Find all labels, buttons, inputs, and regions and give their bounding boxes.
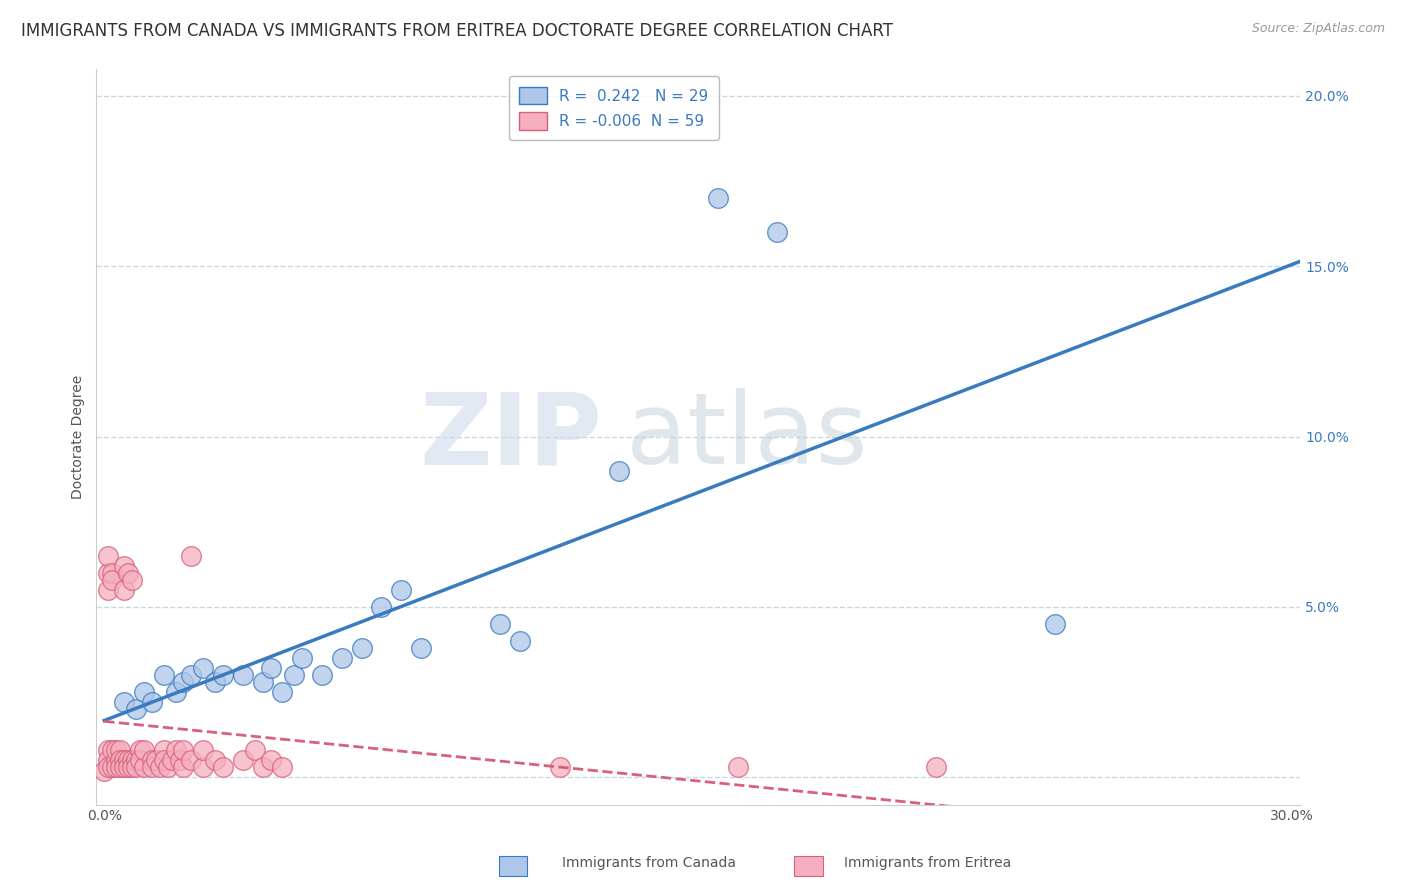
Y-axis label: Doctorate Degree: Doctorate Degree bbox=[72, 375, 86, 499]
Point bbox=[271, 685, 294, 699]
Point bbox=[101, 760, 124, 774]
Point bbox=[311, 668, 333, 682]
Point bbox=[180, 668, 202, 682]
Point bbox=[121, 573, 143, 587]
Point bbox=[172, 760, 194, 774]
Point bbox=[232, 753, 254, 767]
Point bbox=[101, 743, 124, 757]
Point bbox=[607, 464, 630, 478]
Point bbox=[180, 753, 202, 767]
Point bbox=[389, 582, 412, 597]
Point bbox=[160, 753, 183, 767]
Point bbox=[121, 760, 143, 774]
Point bbox=[165, 743, 187, 757]
Point bbox=[204, 675, 226, 690]
Point bbox=[97, 566, 120, 580]
Point bbox=[93, 764, 115, 778]
Text: ZIP: ZIP bbox=[419, 388, 602, 485]
Point bbox=[259, 753, 281, 767]
Text: Immigrants from Eritrea: Immigrants from Eritrea bbox=[844, 856, 1011, 870]
Point bbox=[108, 760, 131, 774]
Point bbox=[132, 743, 155, 757]
Point bbox=[925, 760, 948, 774]
Point bbox=[125, 760, 148, 774]
Point bbox=[330, 651, 353, 665]
Point bbox=[193, 743, 215, 757]
Point bbox=[117, 566, 139, 580]
Point bbox=[97, 760, 120, 774]
Point bbox=[350, 640, 373, 655]
Point bbox=[259, 661, 281, 675]
Point bbox=[252, 760, 274, 774]
Point bbox=[232, 668, 254, 682]
Point bbox=[117, 753, 139, 767]
Text: Source: ZipAtlas.com: Source: ZipAtlas.com bbox=[1251, 22, 1385, 36]
Legend: R =  0.242   N = 29, R = -0.006  N = 59: R = 0.242 N = 29, R = -0.006 N = 59 bbox=[509, 76, 718, 140]
Point bbox=[132, 760, 155, 774]
Point bbox=[169, 753, 191, 767]
Point bbox=[97, 582, 120, 597]
Point bbox=[97, 549, 120, 563]
Point bbox=[129, 743, 152, 757]
Point bbox=[152, 668, 174, 682]
Point bbox=[152, 753, 174, 767]
Point bbox=[204, 753, 226, 767]
Point bbox=[97, 753, 120, 767]
Point bbox=[193, 661, 215, 675]
Point bbox=[489, 617, 512, 632]
Point bbox=[212, 668, 235, 682]
Point bbox=[707, 191, 730, 205]
Point bbox=[112, 760, 135, 774]
Point bbox=[97, 743, 120, 757]
Text: Immigrants from Canada: Immigrants from Canada bbox=[562, 856, 737, 870]
Point bbox=[141, 695, 163, 709]
Point bbox=[105, 760, 128, 774]
Point bbox=[193, 760, 215, 774]
Point bbox=[101, 566, 124, 580]
Point bbox=[101, 573, 124, 587]
Point bbox=[509, 634, 531, 648]
Point bbox=[112, 582, 135, 597]
Point bbox=[108, 743, 131, 757]
Point bbox=[165, 685, 187, 699]
Point bbox=[252, 675, 274, 690]
Point bbox=[141, 753, 163, 767]
Point bbox=[108, 753, 131, 767]
Point bbox=[180, 549, 202, 563]
Point bbox=[370, 599, 392, 614]
Point bbox=[125, 753, 148, 767]
Point bbox=[152, 743, 174, 757]
Point bbox=[212, 760, 235, 774]
Point bbox=[132, 685, 155, 699]
Point bbox=[271, 760, 294, 774]
Point bbox=[145, 753, 167, 767]
Point bbox=[105, 743, 128, 757]
Point bbox=[129, 753, 152, 767]
Point bbox=[1043, 617, 1066, 632]
Point bbox=[172, 675, 194, 690]
Point bbox=[149, 760, 172, 774]
Point bbox=[105, 753, 128, 767]
Point bbox=[291, 651, 314, 665]
Point bbox=[283, 668, 305, 682]
Point bbox=[112, 559, 135, 574]
Point bbox=[172, 743, 194, 757]
Point bbox=[727, 760, 749, 774]
Point bbox=[243, 743, 266, 757]
Text: IMMIGRANTS FROM CANADA VS IMMIGRANTS FROM ERITREA DOCTORATE DEGREE CORRELATION C: IMMIGRANTS FROM CANADA VS IMMIGRANTS FRO… bbox=[21, 22, 893, 40]
Point bbox=[117, 760, 139, 774]
Point bbox=[112, 695, 135, 709]
Point bbox=[548, 760, 571, 774]
Text: atlas: atlas bbox=[626, 388, 868, 485]
Point bbox=[141, 760, 163, 774]
Point bbox=[409, 640, 432, 655]
Point bbox=[766, 225, 789, 239]
Point bbox=[112, 753, 135, 767]
Point bbox=[156, 760, 179, 774]
Point bbox=[121, 753, 143, 767]
Point bbox=[125, 702, 148, 716]
